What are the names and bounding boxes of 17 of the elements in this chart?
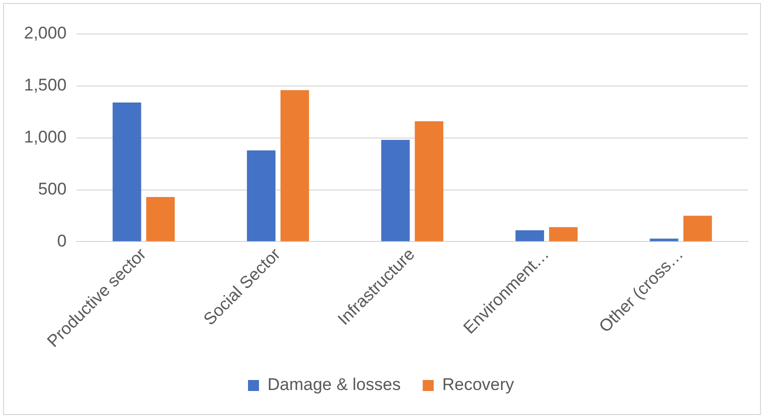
bar <box>280 90 310 242</box>
legend-label: Recovery <box>442 375 515 394</box>
y-tick-label: 0 <box>57 231 67 250</box>
bar <box>381 140 410 242</box>
bar <box>650 238 678 242</box>
bar <box>683 216 712 242</box>
bar <box>146 197 175 242</box>
y-tick-label: 500 <box>38 179 67 198</box>
bar <box>112 102 142 242</box>
bar <box>549 227 578 242</box>
y-tick-label: 1,500 <box>24 76 67 95</box>
y-tick-label: 2,000 <box>24 24 67 43</box>
y-tick-label: 1,000 <box>24 128 67 147</box>
bar <box>516 230 544 242</box>
bar <box>414 121 444 242</box>
bar <box>246 150 276 242</box>
legend-label: Damage & losses <box>267 375 401 394</box>
